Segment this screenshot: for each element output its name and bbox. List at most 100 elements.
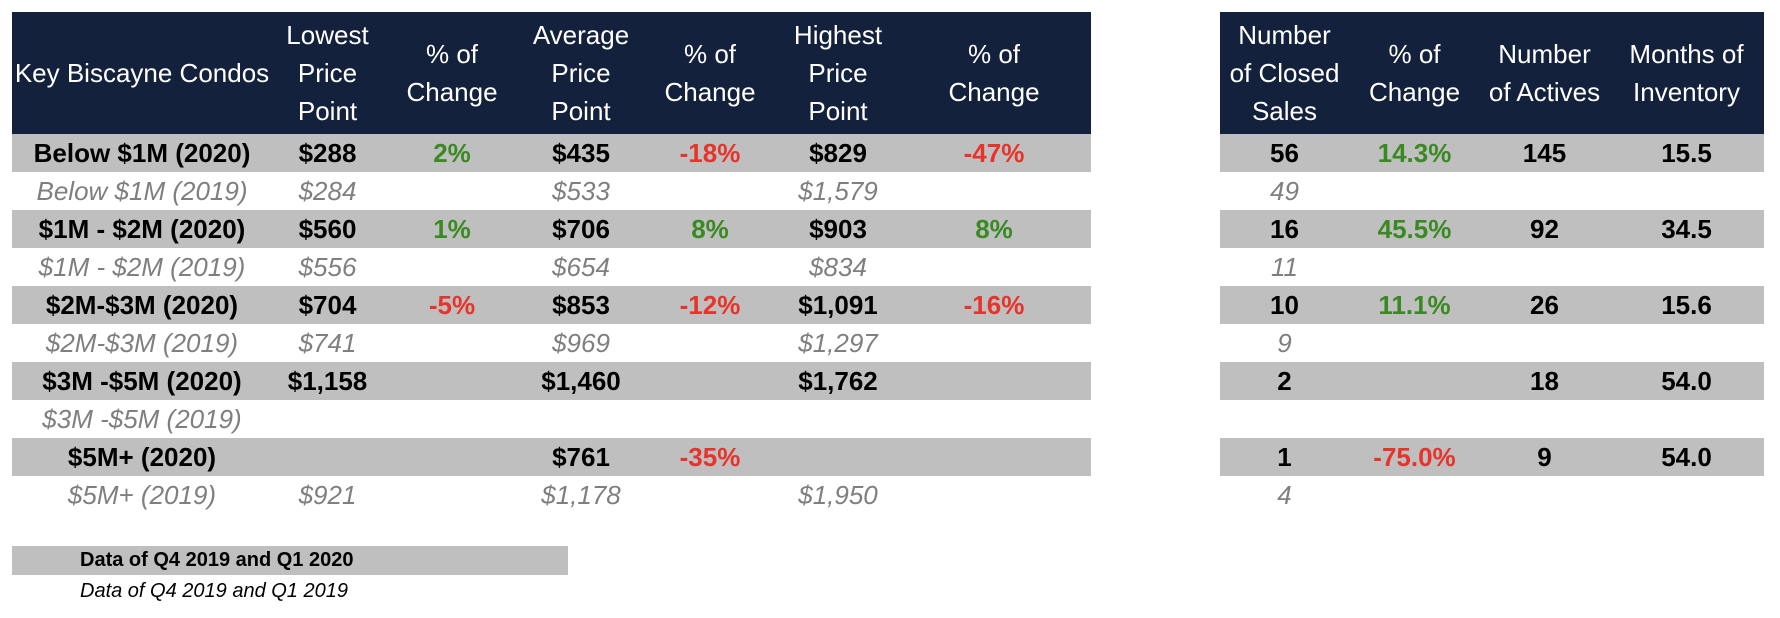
table-cell <box>383 248 521 286</box>
table-cell: 15.5 <box>1609 134 1764 172</box>
row-label: $3M -$5M (2020) <box>12 362 272 400</box>
table-cell: 11 <box>1220 248 1349 286</box>
price-point-table: Key Biscayne Condos Lowest Price Point % of C… <box>12 12 1091 514</box>
right-header-1: % of Change <box>1349 12 1480 134</box>
table-cell <box>779 400 897 438</box>
table-cell <box>779 438 897 476</box>
table-cell <box>1480 248 1609 286</box>
table-cell <box>897 438 1091 476</box>
left-header-5: Highest Price Point <box>779 12 897 134</box>
right-header-0: Number of Closed Sales <box>1220 12 1349 134</box>
table-row <box>1220 400 1764 438</box>
table-row: Below $1M (2020) $288 2% $435 -18% $829 -47% <box>12 134 1091 172</box>
table-cell <box>897 362 1091 400</box>
left-header-2: % of Change <box>383 12 521 134</box>
left-header-line: Highest <box>793 20 883 50</box>
table-row: $2M-$3M (2020) $704 -5% $853 -12% $1,091 -16% <box>12 286 1091 324</box>
left-header-line: Point <box>297 96 358 126</box>
table-cell: $288 <box>272 134 383 172</box>
table-cell: 45.5% <box>1349 210 1480 248</box>
right-header-line: Number <box>1238 20 1331 50</box>
legend-current-period: Data of Q4 2019 and Q1 2020 <box>12 546 568 575</box>
table-cell: 2% <box>383 134 521 172</box>
table-cell: 56 <box>1220 134 1349 172</box>
table-cell: -12% <box>641 286 779 324</box>
table-row: 49 <box>1220 172 1764 210</box>
table-cell <box>641 324 779 362</box>
row-label: $1M - $2M (2020) <box>12 210 272 248</box>
right-header-line: Sales <box>1251 96 1318 126</box>
table-cell <box>897 476 1091 514</box>
table-cell <box>1349 362 1480 400</box>
table-cell <box>1480 324 1609 362</box>
table-cell: $921 <box>272 476 383 514</box>
table-cell: $560 <box>272 210 383 248</box>
right-header-2: Number of Actives <box>1480 12 1609 134</box>
left-header-1: Lowest Price Point <box>272 12 383 134</box>
table-row: 1 -75.0% 9 54.0 <box>1220 438 1764 476</box>
row-label: $5M+ (2019) <box>12 476 272 514</box>
table-cell <box>1609 476 1764 514</box>
left-header-line: % of <box>425 39 479 69</box>
table-cell: -18% <box>641 134 779 172</box>
row-label: Below $1M (2020) <box>12 134 272 172</box>
left-header-line: Price <box>297 58 358 88</box>
right-header-line: Change <box>1368 77 1461 107</box>
table-cell <box>897 324 1091 362</box>
table-cell <box>272 438 383 476</box>
table-cell <box>272 400 383 438</box>
left-header-line: Change <box>948 77 1040 107</box>
table-cell: 15.6 <box>1609 286 1764 324</box>
right-header-line: Number <box>1498 39 1591 69</box>
table-cell <box>1349 324 1480 362</box>
table-cell <box>1349 476 1480 514</box>
table-cell: 145 <box>1480 134 1609 172</box>
table-cell <box>641 172 779 210</box>
table-row: Below $1M (2019) $284 $533 $1,579 <box>12 172 1091 210</box>
table-cell: $1,158 <box>272 362 383 400</box>
right-header-line: Inventory <box>1633 77 1740 107</box>
left-header-line: % of <box>683 39 737 69</box>
left-header-line: % of <box>967 39 1021 69</box>
table-cell <box>383 476 521 514</box>
left-header-3: Average Price Point <box>521 12 641 134</box>
table-cell: 10 <box>1220 286 1349 324</box>
left-header-line: Price <box>808 58 868 88</box>
table-cell: $903 <box>779 210 897 248</box>
table-cell: $834 <box>779 248 897 286</box>
table-cell: $533 <box>521 172 641 210</box>
table-row: 56 14.3% 145 15.5 <box>1220 134 1764 172</box>
table-cell: $435 <box>521 134 641 172</box>
table-cell <box>1349 172 1480 210</box>
right-header-3: Months of Inventory <box>1609 12 1764 134</box>
table-cell: $969 <box>521 324 641 362</box>
inventory-table: Number of Closed Sales % of Change Number of A… <box>1220 12 1764 514</box>
row-label: $1M - $2M (2019) <box>12 248 272 286</box>
table-row: 9 <box>1220 324 1764 362</box>
table-cell <box>383 438 521 476</box>
table-cell: 11.1% <box>1349 286 1480 324</box>
table-cell: 8% <box>897 210 1091 248</box>
table-cell: -75.0% <box>1349 438 1480 476</box>
right-header-line: of Closed <box>1229 58 1340 88</box>
row-label: $5M+ (2020) <box>12 438 272 476</box>
table-cell: $1,297 <box>779 324 897 362</box>
table-cell: $1,178 <box>521 476 641 514</box>
row-label: $3M -$5M (2019) <box>12 400 272 438</box>
table-cell: 2 <box>1220 362 1349 400</box>
left-header-line: Change <box>406 77 498 107</box>
right-header-row: Number of Closed Sales % of Change Number of A… <box>1220 12 1764 134</box>
left-header-4: % of Change <box>641 12 779 134</box>
table-row: $1M - $2M (2020) $560 1% $706 8% $903 8% <box>12 210 1091 248</box>
row-label: $2M-$3M (2020) <box>12 286 272 324</box>
table-cell <box>383 400 521 438</box>
right-header-line: Months of <box>1629 39 1744 69</box>
table-cell: 1% <box>383 210 521 248</box>
right-header-line: of Actives <box>1488 77 1601 107</box>
table-cell: -35% <box>641 438 779 476</box>
table-cell <box>1480 476 1609 514</box>
left-header-line: Key Biscayne Condos <box>14 58 270 88</box>
table-row: 11 <box>1220 248 1764 286</box>
table-cell <box>1220 400 1349 438</box>
table-cell: 26 <box>1480 286 1609 324</box>
